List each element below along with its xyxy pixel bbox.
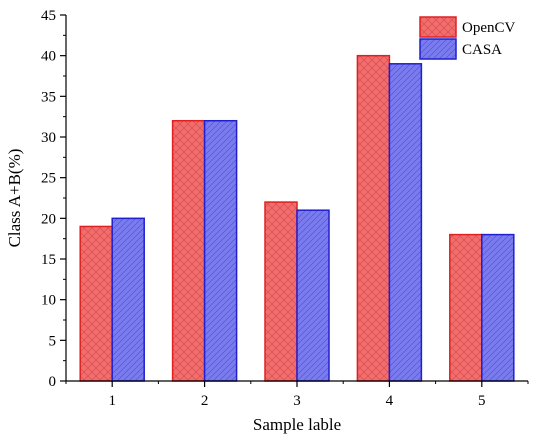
bar-hatch (265, 202, 297, 381)
x-axis-title: Sample lable (253, 415, 341, 434)
bar-opencv-3 (264, 201, 298, 382)
y-tick-label: 20 (41, 211, 56, 227)
bar-casa-5 (481, 233, 515, 382)
legend-swatch-outline (419, 16, 457, 38)
y-tick-label: 45 (41, 8, 56, 24)
bar-opencv-5 (449, 233, 483, 382)
legend-label: CASA (462, 42, 502, 58)
x-ticks: 1 2 3 4 5 (65, 381, 529, 409)
legend-item-casa: CASA (419, 38, 502, 60)
x-tick-label: 4 (386, 393, 394, 409)
bar-casa-2 (203, 119, 238, 382)
y-tick-label: 25 (41, 171, 56, 187)
bar-opencv-2 (171, 119, 206, 382)
legend-swatch-hatch (420, 17, 456, 37)
y-tick-label: 15 (41, 252, 56, 268)
bars-layer (79, 54, 515, 382)
y-ticks: 0 5 10 15 20 25 30 35 40 45 (41, 8, 66, 390)
x-tick-label: 5 (478, 393, 486, 409)
bar-casa-1 (111, 217, 145, 382)
y-tick-label: 10 (41, 293, 56, 309)
bar-hatch (481, 234, 514, 381)
x-tick-label: 1 (108, 393, 116, 409)
bar-hatch (449, 234, 482, 381)
y-tick-label: 30 (41, 130, 56, 146)
y-tick-label: 0 (49, 374, 57, 390)
legend: OpenCV CASA (419, 16, 515, 60)
bar-hatch (297, 210, 329, 381)
bar-hatch (80, 226, 113, 381)
x-tick-label: 2 (201, 393, 209, 409)
bar-hatch (357, 55, 390, 382)
bar-hatch (172, 120, 205, 381)
bar-hatch (204, 120, 237, 381)
bar-opencv-1 (79, 225, 113, 382)
y-tick-label: 5 (49, 333, 57, 349)
y-tick-label: 40 (41, 49, 56, 65)
bar-hatch (112, 218, 145, 381)
bar-opencv-4 (356, 54, 391, 382)
x-tick-label: 3 (293, 393, 301, 409)
legend-item-opencv: OpenCV (419, 16, 515, 38)
legend-swatch-hatch (420, 39, 456, 59)
y-tick-label: 35 (41, 89, 56, 105)
legend-swatch-outline (419, 38, 457, 60)
bar-hatch (389, 63, 422, 382)
bar-casa-4 (388, 63, 423, 382)
bar-casa-3 (296, 209, 330, 382)
y-axis-title: Class A+B(%) (5, 149, 24, 248)
legend-label: OpenCV (462, 20, 515, 36)
